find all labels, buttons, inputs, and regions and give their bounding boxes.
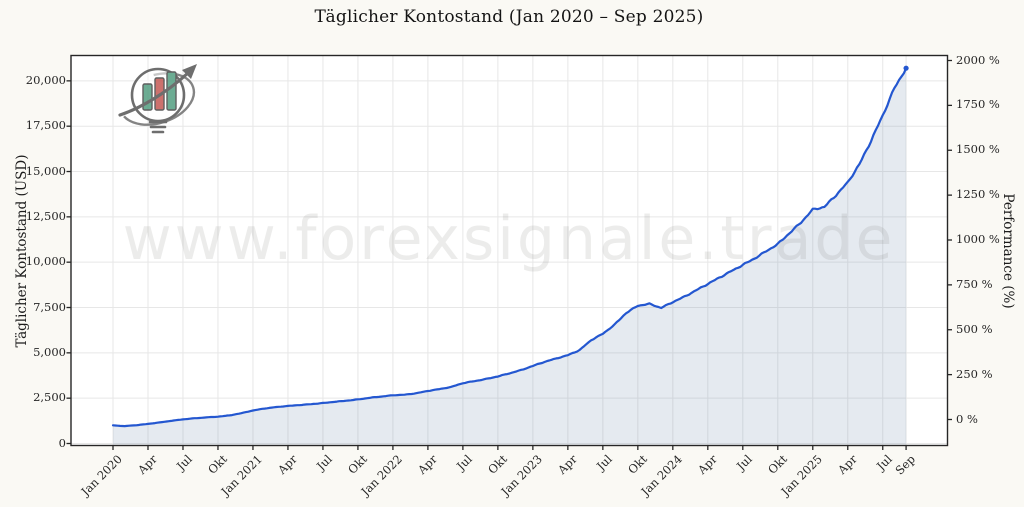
y-tick-label-left: 10,000 <box>25 254 66 269</box>
y-tick-label-right: 1750 % <box>956 97 1000 112</box>
y-tick-label-right: 0 % <box>956 411 978 426</box>
plot-area <box>71 55 948 446</box>
y-tick-label-left: 17,500 <box>25 118 66 133</box>
line-end-marker <box>903 65 909 71</box>
y-axis-label-left: Täglicher Kontostand (USD) <box>14 154 30 348</box>
chart-title: Täglicher Kontostand (Jan 2020 – Sep 202… <box>314 7 704 27</box>
plot-line-layer <box>66 54 952 450</box>
y-tick-label-right: 1000 % <box>956 232 1000 246</box>
bulb-base-icon <box>148 120 168 134</box>
plot-background-layer <box>71 55 948 446</box>
y-tick-label-right: 750 % <box>956 276 993 291</box>
y-tick-label-left: 15,000 <box>25 163 66 178</box>
y-tick-label-left: 20,000 <box>25 72 66 87</box>
candle-bar-green-left <box>142 83 153 111</box>
y-tick-label-left: 5,000 <box>33 344 66 359</box>
balance-line <box>111 67 908 428</box>
y-tick-label-right: 250 % <box>956 366 993 381</box>
y-tick-label-right: 500 % <box>956 321 993 336</box>
y-tick-label-left: 7,500 <box>33 299 66 314</box>
y-tick-label-left: 0 <box>58 435 66 450</box>
balance-area-fill <box>113 68 907 445</box>
y-tick-label-right: 1500 % <box>956 142 1000 157</box>
arrow-icon <box>118 71 190 117</box>
y-tick-label-right: 2000 % <box>956 52 1000 67</box>
forexsignale-logo-icon <box>118 64 197 134</box>
y-tick-label-left: 12,500 <box>25 208 66 223</box>
y-tick-label-left: 2,500 <box>33 390 66 405</box>
y-tick-label-right: 1250 % <box>956 187 1000 202</box>
arrow-head-icon <box>182 64 197 79</box>
plot-frame <box>70 54 949 447</box>
